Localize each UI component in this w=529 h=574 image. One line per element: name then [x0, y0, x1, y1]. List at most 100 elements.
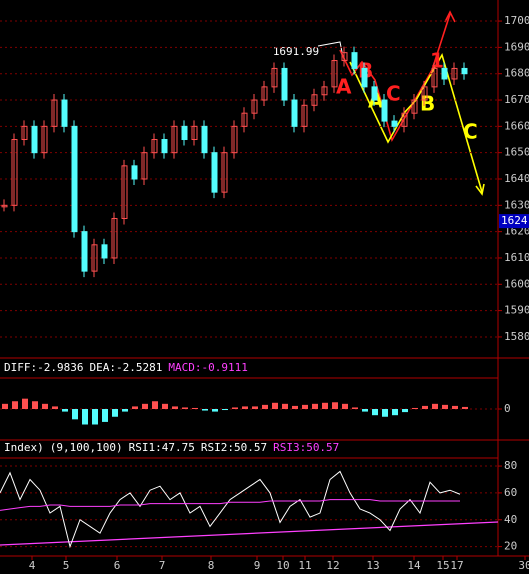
candle — [141, 152, 148, 180]
y-tick-label: 20 — [504, 540, 517, 553]
candle — [121, 165, 128, 219]
y-tick-label: 60 — [504, 486, 517, 499]
macd-bar — [432, 403, 438, 409]
candle — [291, 99, 298, 127]
macd-bar — [272, 402, 278, 409]
x-tick-label: 11 — [298, 559, 311, 572]
macd-bar — [442, 404, 448, 409]
macd-bar — [102, 409, 108, 422]
macd-bar — [202, 409, 208, 411]
header-item: (9,100,100) — [50, 441, 123, 454]
y-tick-label: 1680 — [504, 67, 529, 80]
candle — [251, 99, 258, 114]
macd-bar — [332, 402, 338, 409]
macd-bar — [12, 401, 18, 409]
candle — [111, 217, 118, 259]
candle — [101, 244, 108, 259]
candle — [381, 99, 388, 122]
macd-bar — [232, 407, 238, 409]
candle — [241, 112, 248, 127]
current-price-box — [499, 214, 529, 229]
candle — [171, 125, 178, 154]
candle — [1, 204, 8, 208]
y-tick-label: 80 — [504, 459, 517, 472]
macd-bar — [422, 405, 428, 409]
macd-bar — [152, 401, 158, 409]
candle — [421, 86, 428, 101]
candle — [31, 125, 38, 154]
x-tick-label: 8 — [208, 559, 215, 572]
y-tick-label: 1600 — [504, 277, 529, 290]
macd-bar — [312, 403, 318, 409]
x-tick-label: 14 — [407, 559, 421, 572]
candle — [441, 67, 448, 80]
series-line — [0, 470, 461, 549]
header-item: MACD:-0.9111 — [168, 361, 247, 374]
x-tick-label: 30 — [518, 559, 529, 572]
macd-bar — [392, 409, 398, 416]
macd-bar — [212, 409, 218, 412]
series-line — [0, 499, 460, 511]
header-item: RSI1:47.75 — [129, 441, 195, 454]
trend-line — [0, 521, 499, 546]
candle — [431, 67, 438, 88]
candle — [271, 67, 278, 88]
panel-header: Index) (9,100,100) RSI1:47.75 RSI2:50.57 RSI… — [4, 441, 339, 454]
macd-bar — [172, 406, 178, 409]
y-tick-label: 1640 — [504, 172, 529, 185]
macd-bar — [242, 406, 248, 409]
macd-bar — [62, 409, 68, 412]
candle — [151, 139, 158, 154]
candle — [131, 165, 138, 180]
candle — [401, 112, 408, 127]
annotation-leader — [317, 41, 343, 53]
y-tick-label: 1610 — [504, 251, 529, 264]
candle — [411, 99, 418, 114]
x-tick-label: 13 — [366, 559, 379, 572]
macd-bar — [462, 406, 468, 409]
peak-label: 1691.99 — [273, 45, 319, 58]
macd-bar — [182, 407, 188, 409]
macd-bar — [292, 405, 298, 409]
candle — [61, 99, 68, 127]
macd-bar — [22, 398, 28, 409]
macd-bar — [322, 402, 328, 409]
candle — [301, 104, 308, 127]
macd-bar — [82, 409, 88, 425]
current-price-label: 1624. — [501, 214, 529, 227]
macd-bar — [52, 406, 58, 409]
macd-bar — [262, 404, 268, 409]
candle — [331, 60, 338, 88]
header-item: Index) — [4, 441, 44, 454]
macd-bar — [372, 409, 378, 416]
macd-bar — [362, 409, 368, 412]
macd-bar — [302, 404, 308, 409]
candle — [91, 244, 98, 272]
macd-bar — [252, 406, 258, 409]
y-tick-label: 1700 — [504, 14, 529, 27]
candle — [51, 99, 58, 127]
macd-bar — [452, 405, 458, 409]
candle — [391, 120, 398, 127]
x-tick-label: 12 — [326, 559, 339, 572]
macd-bar — [352, 407, 358, 409]
candle — [321, 86, 328, 96]
candle — [281, 67, 288, 101]
y-tick-label: 1660 — [504, 119, 529, 132]
y-tick-label: 1590 — [504, 304, 529, 317]
macd-bar — [402, 409, 408, 413]
macd-bar — [382, 409, 388, 417]
annotation: C — [386, 82, 401, 106]
candle — [451, 67, 458, 80]
macd-bar — [72, 409, 78, 420]
x-tick-label: 9 — [254, 559, 261, 572]
macd-bar — [162, 403, 168, 409]
y-tick-label: 1690 — [504, 40, 529, 53]
candle — [21, 125, 28, 141]
y-tick-label: 1580 — [504, 330, 529, 343]
candle — [351, 52, 358, 69]
x-tick-label: 5 — [63, 559, 70, 572]
annotation: A — [336, 75, 352, 99]
candle — [371, 86, 378, 101]
candle — [191, 125, 198, 141]
